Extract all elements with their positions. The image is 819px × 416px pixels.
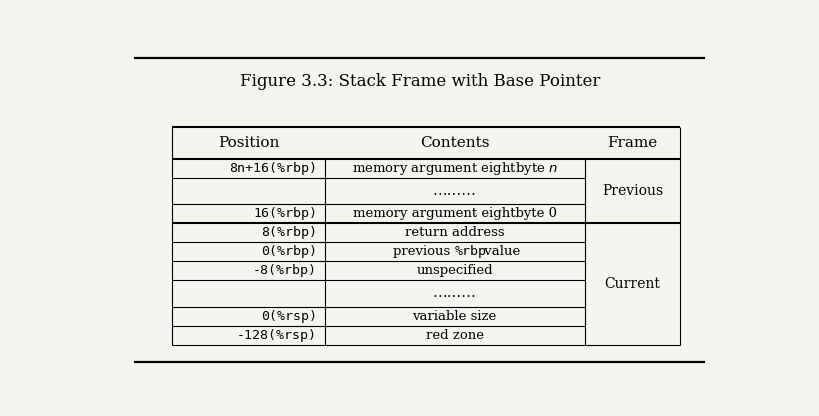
Text: Previous: Previous: [602, 184, 663, 198]
Text: 8n+16(%rbp): 8n+16(%rbp): [229, 162, 317, 175]
Text: ………: ………: [432, 184, 477, 198]
Text: Position: Position: [218, 136, 279, 150]
Text: value: value: [480, 245, 520, 258]
Text: 8(%rbp): 8(%rbp): [261, 226, 317, 239]
Text: red zone: red zone: [426, 329, 484, 342]
Text: Frame: Frame: [607, 136, 658, 150]
Text: %rbp: %rbp: [455, 245, 486, 258]
Text: Current: Current: [604, 277, 660, 291]
Text: ………: ………: [432, 287, 477, 300]
Text: Figure 3.3: Stack Frame with Base Pointer: Figure 3.3: Stack Frame with Base Pointe…: [239, 74, 600, 90]
Text: -8(%rbp): -8(%rbp): [253, 264, 317, 277]
Text: variable size: variable size: [413, 310, 497, 323]
Text: 0(%rbp): 0(%rbp): [261, 245, 317, 258]
Text: 16(%rbp): 16(%rbp): [253, 207, 317, 220]
Text: return address: return address: [405, 226, 505, 239]
Text: -128(%rsp): -128(%rsp): [237, 329, 317, 342]
Text: unspecified: unspecified: [416, 264, 493, 277]
Text: memory argument eightbyte 0: memory argument eightbyte 0: [353, 207, 557, 220]
Text: memory argument eightbyte $n$: memory argument eightbyte $n$: [351, 160, 558, 177]
Text: Contents: Contents: [420, 136, 490, 150]
Text: 0(%rsp): 0(%rsp): [261, 310, 317, 323]
Text: previous: previous: [393, 245, 455, 258]
